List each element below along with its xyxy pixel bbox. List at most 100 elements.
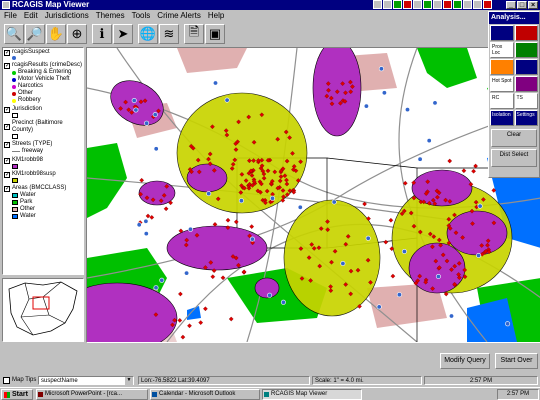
incident-marker[interactable]	[259, 157, 265, 163]
incident-marker[interactable]	[299, 276, 305, 281]
task-outlook[interactable]: Calendar - Microsoft Outlook	[150, 389, 260, 400]
incident-marker[interactable]	[283, 129, 289, 135]
incident-marker[interactable]	[236, 119, 241, 125]
incident-marker[interactable]	[399, 211, 405, 217]
incident-marker[interactable]	[187, 167, 193, 172]
suspect-marker[interactable]	[435, 274, 441, 280]
suspect-marker[interactable]	[417, 156, 423, 162]
incident-marker[interactable]	[328, 284, 333, 289]
suspect-marker[interactable]	[363, 103, 369, 109]
menu-tools[interactable]: Tools	[131, 11, 151, 20]
incident-marker[interactable]	[196, 169, 202, 175]
incident-marker[interactable]	[178, 291, 183, 297]
suspect-marker[interactable]	[238, 198, 244, 204]
incident-marker[interactable]	[366, 216, 371, 221]
incident-marker[interactable]	[280, 198, 286, 203]
incident-marker[interactable]	[138, 191, 143, 197]
layer-name[interactable]: rcagisSuspect	[12, 49, 50, 55]
incident-marker[interactable]	[343, 90, 348, 96]
incident-marker[interactable]	[389, 246, 395, 252]
incident-marker[interactable]	[291, 167, 296, 172]
suspect-marker[interactable]	[153, 285, 159, 291]
incident-marker[interactable]	[334, 89, 340, 95]
incident-marker[interactable]	[328, 288, 334, 293]
suspect-marker[interactable]	[505, 321, 511, 327]
incident-marker[interactable]	[423, 279, 429, 285]
incident-marker[interactable]	[145, 213, 151, 219]
tray-icon[interactable]	[423, 0, 432, 9]
incident-marker[interactable]	[210, 274, 216, 280]
incident-marker[interactable]	[242, 185, 247, 191]
incident-marker[interactable]	[138, 99, 144, 105]
incident-marker[interactable]	[456, 261, 462, 266]
incident-marker[interactable]	[329, 101, 335, 107]
incident-marker[interactable]	[259, 112, 265, 118]
tray-icon[interactable]	[473, 0, 482, 9]
incident-marker[interactable]	[261, 175, 267, 181]
zoom-out-tool-button[interactable]: 🔎	[25, 24, 45, 44]
incident-marker[interactable]	[264, 188, 270, 194]
incident-marker[interactable]	[343, 282, 349, 287]
suspect-marker[interactable]	[133, 107, 139, 113]
menu-help[interactable]: Help	[207, 11, 225, 20]
incident-marker[interactable]	[325, 219, 330, 224]
suspect-marker[interactable]	[404, 107, 410, 113]
suspect-marker[interactable]	[153, 146, 159, 152]
incident-marker[interactable]	[417, 273, 423, 279]
incident-marker[interactable]	[440, 252, 446, 258]
suspect-marker[interactable]	[143, 231, 149, 237]
incident-marker[interactable]	[284, 158, 290, 164]
incident-marker[interactable]	[243, 178, 249, 183]
incident-marker[interactable]	[383, 239, 389, 245]
incident-marker[interactable]	[139, 177, 145, 183]
incident-marker[interactable]	[236, 262, 241, 268]
layer-name[interactable]: Jurisdiction	[12, 106, 43, 112]
analysis-tool-button[interactable]	[514, 42, 538, 58]
menu-crime-alerts[interactable]: Crime Alerts	[157, 11, 201, 20]
map-tips-field-select[interactable]: suspectName ▼	[38, 376, 134, 385]
incident-marker[interactable]	[260, 168, 266, 174]
incident-marker[interactable]	[212, 222, 218, 227]
incident-marker[interactable]	[401, 208, 407, 214]
incident-marker[interactable]	[178, 228, 184, 234]
incident-marker[interactable]	[291, 164, 297, 169]
incident-marker[interactable]	[194, 232, 200, 238]
incident-marker[interactable]	[418, 199, 424, 205]
incident-marker[interactable]	[263, 200, 268, 206]
print-tool-button[interactable]: 🗎	[184, 24, 204, 44]
incident-marker[interactable]	[198, 320, 204, 325]
incident-marker[interactable]	[417, 229, 423, 235]
incident-marker[interactable]	[462, 267, 468, 273]
layer-name[interactable]: KM1robb98susp	[12, 171, 56, 177]
suspect-marker[interactable]	[206, 191, 212, 197]
incident-marker[interactable]	[250, 240, 255, 246]
incident-marker[interactable]	[436, 237, 442, 243]
suspect-marker[interactable]	[136, 222, 142, 228]
incident-marker[interactable]	[295, 178, 301, 183]
incident-marker[interactable]	[233, 255, 239, 261]
suspect-marker[interactable]	[331, 199, 337, 205]
incident-marker[interactable]	[481, 197, 486, 202]
incident-marker[interactable]	[486, 249, 492, 255]
incident-marker[interactable]	[118, 106, 123, 111]
incident-marker[interactable]	[479, 251, 485, 257]
incident-marker[interactable]	[207, 151, 213, 157]
dist-select-button[interactable]: Dist Select	[491, 149, 537, 167]
analysis-tool-button[interactable]	[514, 76, 538, 92]
incident-marker[interactable]	[129, 110, 135, 115]
incident-marker[interactable]	[158, 198, 164, 204]
layer-visibility-checkbox[interactable]: ✓	[4, 185, 11, 192]
incident-marker[interactable]	[433, 258, 439, 264]
tray-icon[interactable]	[453, 0, 462, 9]
incident-marker[interactable]	[246, 114, 252, 120]
layer-visibility-checkbox[interactable]: ✓	[4, 141, 11, 148]
incident-marker[interactable]	[285, 192, 290, 197]
incident-marker[interactable]	[272, 169, 278, 175]
incident-marker[interactable]	[338, 100, 343, 106]
incident-marker[interactable]	[278, 174, 284, 179]
suspect-marker[interactable]	[270, 195, 276, 201]
analysis-tool-button[interactable]: Isolation	[490, 110, 514, 126]
incident-marker[interactable]	[233, 147, 239, 152]
suspect-marker[interactable]	[401, 249, 407, 255]
menu-file[interactable]: File	[4, 11, 17, 20]
